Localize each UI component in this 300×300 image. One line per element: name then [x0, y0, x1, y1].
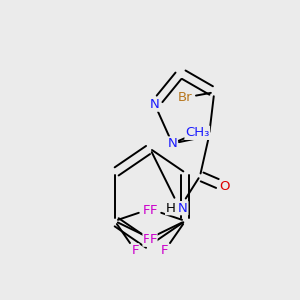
Text: Br: Br	[178, 91, 192, 104]
Text: F: F	[161, 244, 169, 257]
Text: F: F	[149, 233, 157, 246]
Text: F: F	[150, 204, 157, 217]
Text: N: N	[178, 202, 188, 215]
Text: CH₃: CH₃	[185, 126, 209, 139]
Text: N: N	[167, 137, 177, 150]
Text: F: F	[143, 233, 151, 246]
Text: F: F	[131, 244, 139, 257]
Text: N: N	[150, 98, 160, 111]
Text: F: F	[143, 204, 150, 217]
Text: O: O	[220, 180, 230, 193]
Text: H: H	[166, 202, 176, 215]
